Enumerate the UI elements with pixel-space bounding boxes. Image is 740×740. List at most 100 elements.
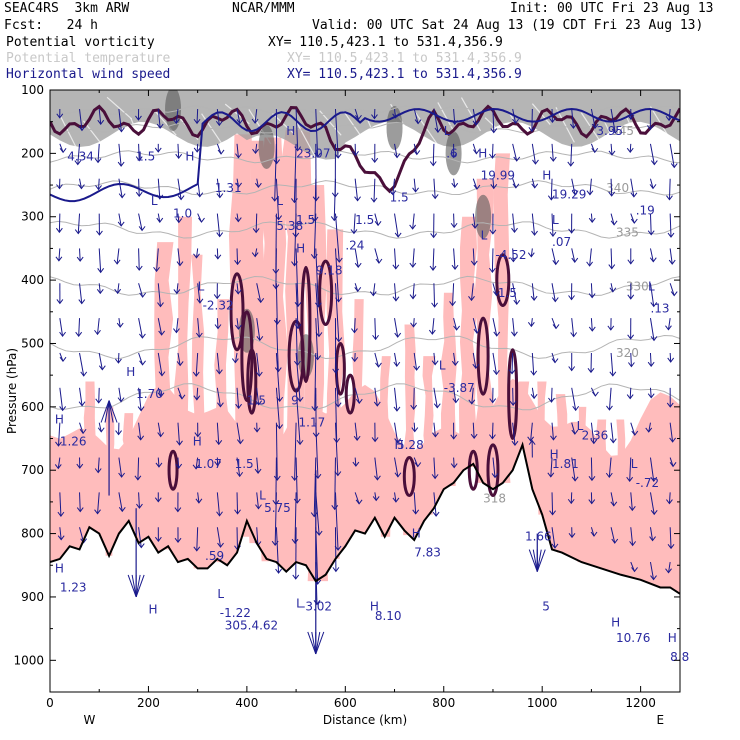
wind-arrow-16 — [78, 178, 85, 190]
wind-arrow-69 — [157, 283, 164, 308]
extremum-label-64: L — [296, 596, 303, 610]
wind-arrow-49 — [118, 457, 126, 478]
pv-plume-22 — [493, 153, 511, 483]
wind-arrow-134 — [256, 283, 265, 304]
wind-arrow-122 — [235, 318, 242, 330]
wind-arrow-202 — [351, 352, 359, 363]
wind-arrow-108 — [213, 283, 221, 300]
wind-arrow-384 — [649, 457, 658, 483]
wind-arrow-381 — [647, 352, 655, 368]
extremum-label-37: -3.87 — [444, 381, 475, 395]
pv-plume-12 — [278, 128, 313, 563]
wind-arrow-233 — [412, 178, 419, 193]
extremum-label-13: 19.99 — [481, 169, 515, 183]
wind-arrow-major-2 — [127, 508, 145, 598]
extremum-label-14: H — [542, 169, 551, 183]
wind-arrow-93 — [197, 213, 205, 223]
extremum-label-62: L — [217, 587, 224, 601]
wind-arrow-106 — [216, 213, 224, 238]
wind-arrow-10 — [55, 422, 62, 447]
wind-arrow-115 — [216, 527, 224, 548]
pv-strat-streak-5 — [153, 109, 177, 136]
wind-arrow-166 — [291, 492, 299, 544]
field-name-theta: Potential temperature — [6, 51, 171, 66]
extremum-label-43: H — [193, 435, 202, 449]
wind-arrow-348 — [608, 143, 616, 156]
terrain-line — [49, 441, 681, 595]
wind-arrow-91 — [193, 143, 201, 153]
wind-arrow-325 — [571, 248, 579, 263]
wind-arrow-71 — [157, 352, 166, 377]
field-name-pv: Potential vorticity — [6, 35, 155, 50]
wind-arrow-131 — [254, 178, 262, 189]
wind-arrow-55 — [135, 248, 143, 271]
wind-arrow-249 — [428, 318, 436, 335]
wind-arrow-375 — [649, 143, 658, 166]
wind-arrow-361 — [626, 143, 634, 153]
wind-arrow-44 — [114, 283, 122, 295]
extremum-label-3: H — [185, 150, 194, 164]
extremum-label-25: L — [481, 229, 488, 243]
wind-arrow-125 — [236, 422, 244, 445]
extremum-label-12: H — [478, 146, 487, 160]
wind-arrow-213 — [372, 318, 379, 341]
wind-arrow-267 — [472, 143, 480, 155]
extremum-label-36: L — [439, 359, 446, 373]
forecast-label: Fcst: 24 h — [4, 18, 98, 33]
extremum-label-18: L — [276, 194, 283, 208]
wind-arrow-374 — [646, 109, 654, 131]
wind-arrow-59 — [137, 387, 145, 412]
wind-arrow-273 — [472, 352, 480, 370]
pv-plume-27 — [595, 419, 607, 569]
wind-arrow-241 — [413, 457, 422, 468]
wind-arrow-395 — [667, 352, 675, 363]
wind-arrow-89 — [174, 527, 182, 544]
wind-arrow-276 — [490, 108, 498, 134]
wind-arrow-major-4 — [100, 400, 118, 496]
extremum-label-30: L — [198, 279, 205, 293]
wind-arrow-204 — [353, 422, 361, 442]
wind-arrow-224 — [392, 283, 400, 302]
wind-arrow-104 — [216, 143, 225, 155]
wind-arrow-159 — [294, 248, 302, 308]
field-xy-wind: XY= 110.5,423.1 to 531.4,356.9 — [287, 67, 522, 82]
wind-arrow-197 — [354, 178, 361, 202]
y-tick-label-4: 400 — [21, 273, 44, 287]
wind-arrow-38 — [94, 492, 101, 515]
wind-arrow-13 — [57, 527, 65, 541]
isentrope-label-3: 335 — [616, 226, 639, 240]
wind-arrow-328 — [568, 352, 576, 372]
extremum-label-67: 8.10 — [375, 609, 402, 623]
wind-arrow-11 — [54, 457, 62, 470]
wind-arrow-147 — [273, 283, 281, 325]
wind-arrow-41 — [118, 178, 126, 199]
wind-arrow-231 — [413, 108, 422, 125]
pv-plume-7 — [191, 254, 205, 569]
tropopause-contour — [50, 108, 680, 203]
extremum-label-15: 19.29 — [552, 188, 586, 202]
wind-arrow-58 — [138, 352, 146, 366]
wind-arrow-185 — [334, 213, 343, 263]
wind-arrow-8 — [59, 352, 67, 363]
pv-core-shade-5 — [475, 194, 492, 239]
wind-arrow-92 — [196, 178, 204, 198]
wind-arrow-43 — [113, 248, 121, 265]
extremum-label-49: 2.36 — [582, 428, 609, 442]
wind-arrow-80 — [175, 213, 183, 224]
wind-arrow-29 — [95, 178, 102, 191]
wind-arrow-228 — [394, 422, 402, 444]
wind-arrow-297 — [528, 109, 536, 133]
wind-arrow-335 — [590, 143, 599, 154]
wind-arrow-66 — [156, 178, 164, 200]
wind-arrow-247 — [429, 248, 437, 271]
wind-arrow-72 — [157, 387, 165, 398]
wind-arrow-167 — [292, 527, 300, 580]
wind-arrow-105 — [216, 178, 224, 199]
wind-arrow-300 — [531, 213, 538, 236]
wind-arrow-83 — [173, 318, 180, 334]
wind-arrow-255 — [451, 108, 459, 126]
pv-plume-4 — [144, 419, 154, 537]
wind-arrow-321 — [570, 108, 577, 129]
wind-arrow-67 — [156, 213, 164, 223]
